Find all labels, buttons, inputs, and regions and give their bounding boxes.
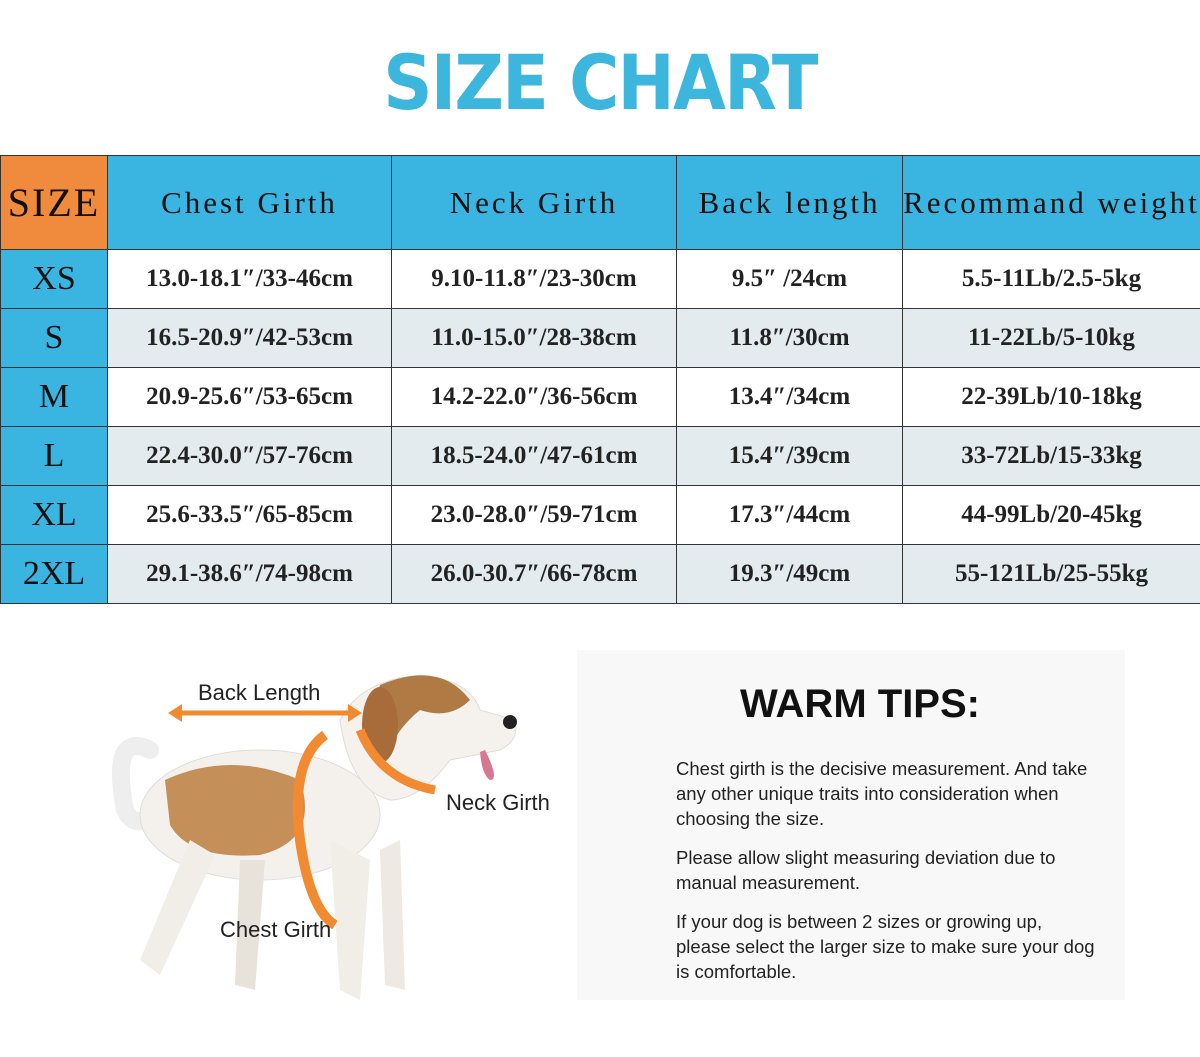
header-cell: Chest Girth xyxy=(107,155,392,250)
table-cell: 18.5-24.0″/47-61cm xyxy=(391,426,677,486)
table-cell: 13.0-18.1″/33-46cm xyxy=(107,249,392,309)
table-cell: 22-39Lb/10-18kg xyxy=(902,367,1200,427)
neck-girth-label: Neck Girth xyxy=(446,790,550,815)
size-cell: 2XL xyxy=(0,544,108,604)
table-cell: 33-72Lb/15-33kg xyxy=(902,426,1200,486)
back-length-label: Back Length xyxy=(198,680,320,705)
tips-body: Chest girth is the decisive measurement.… xyxy=(676,756,1096,998)
tips-panel: WARM TIPS: Chest girth is the decisive m… xyxy=(577,650,1125,1000)
table-cell: 23.0-28.0″/59-71cm xyxy=(391,485,677,545)
header-cell: Recommand weight xyxy=(902,155,1200,250)
dog xyxy=(111,674,517,1000)
table-row: XS 13.0-18.1″/33-46cm 9.10-11.8″/23-30cm 9.… xyxy=(0,249,1200,309)
size-cell: S xyxy=(0,308,108,368)
header-cell: Neck Girth xyxy=(391,155,677,250)
size-cell: XS xyxy=(0,249,108,309)
table-cell: 13.4″/34cm xyxy=(676,367,903,427)
table-cell: 11.0-15.0″/28-38cm xyxy=(391,308,677,368)
title: SIZE CHART xyxy=(383,38,818,127)
size-table: SIZE Chest Girth Neck Girth Back length Reco… xyxy=(0,155,1200,604)
table-row: XL 25.6-33.5″/65-85cm 23.0-28.0″/59-71cm 17… xyxy=(0,485,1200,545)
table-cell: 14.2-22.0″/36-56cm xyxy=(391,367,677,427)
header-cell: SIZE xyxy=(0,155,108,250)
table-row: L 22.4-30.0″/57-76cm 18.5-24.0″/47-61cm 15.… xyxy=(0,426,1200,486)
table-cell: 29.1-38.6″/74-98cm xyxy=(107,544,392,604)
table-cell: 11-22Lb/5-10kg xyxy=(902,308,1200,368)
tip-paragraph: Chest girth is the decisive measurement.… xyxy=(676,758,1088,829)
header-cell: Back length xyxy=(676,155,903,250)
tip-paragraph: Please allow slight measuring deviation … xyxy=(676,847,1056,893)
size-cell: XL xyxy=(0,485,108,545)
size-cell: M xyxy=(0,367,108,427)
table-row: S 16.5-20.9″/42-53cm 11.0-15.0″/28-38cm 11.… xyxy=(0,308,1200,368)
table-row: 2XL 29.1-38.6″/74-98cm 26.0-30.7″/66-78cm 1… xyxy=(0,544,1200,604)
table-cell: 26.0-30.7″/66-78cm xyxy=(391,544,677,604)
table-cell: 9.10-11.8″/23-30cm xyxy=(391,249,677,309)
table-cell: 55-121Lb/25-55kg xyxy=(902,544,1200,604)
table-cell: 11.8″/30cm xyxy=(676,308,903,368)
table-cell: 20.9-25.6″/53-65cm xyxy=(107,367,392,427)
table-cell: 44-99Lb/20-45kg xyxy=(902,485,1200,545)
table-row: M 20.9-25.6″/53-65cm 14.2-22.0″/36-56cm 13.… xyxy=(0,367,1200,427)
table-cell: 22.4-30.0″/57-76cm xyxy=(107,426,392,486)
table-cell: 5.5-11Lb/2.5-5kg xyxy=(902,249,1200,309)
dog-diagram: Back Length Neck Girth Chest Girth xyxy=(111,674,550,1000)
table-cell: 9.5″ /24cm xyxy=(676,249,903,309)
tips-title: WARM TIPS: xyxy=(740,682,980,726)
chest-girth-label: Chest Girth xyxy=(220,917,331,942)
table-cell: 16.5-20.9″/42-53cm xyxy=(107,308,392,368)
header-row: SIZE Chest Girth Neck Girth Back length Reco… xyxy=(0,155,1200,250)
table-cell: 15.4″/39cm xyxy=(676,426,903,486)
size-cell: L xyxy=(0,426,108,486)
tip-paragraph: If your dog is between 2 sizes or growin… xyxy=(676,911,1095,982)
table-cell: 17.3″/44cm xyxy=(676,485,903,545)
table-cell: 25.6-33.5″/65-85cm xyxy=(107,485,392,545)
table-cell: 19.3″/49cm xyxy=(676,544,903,604)
